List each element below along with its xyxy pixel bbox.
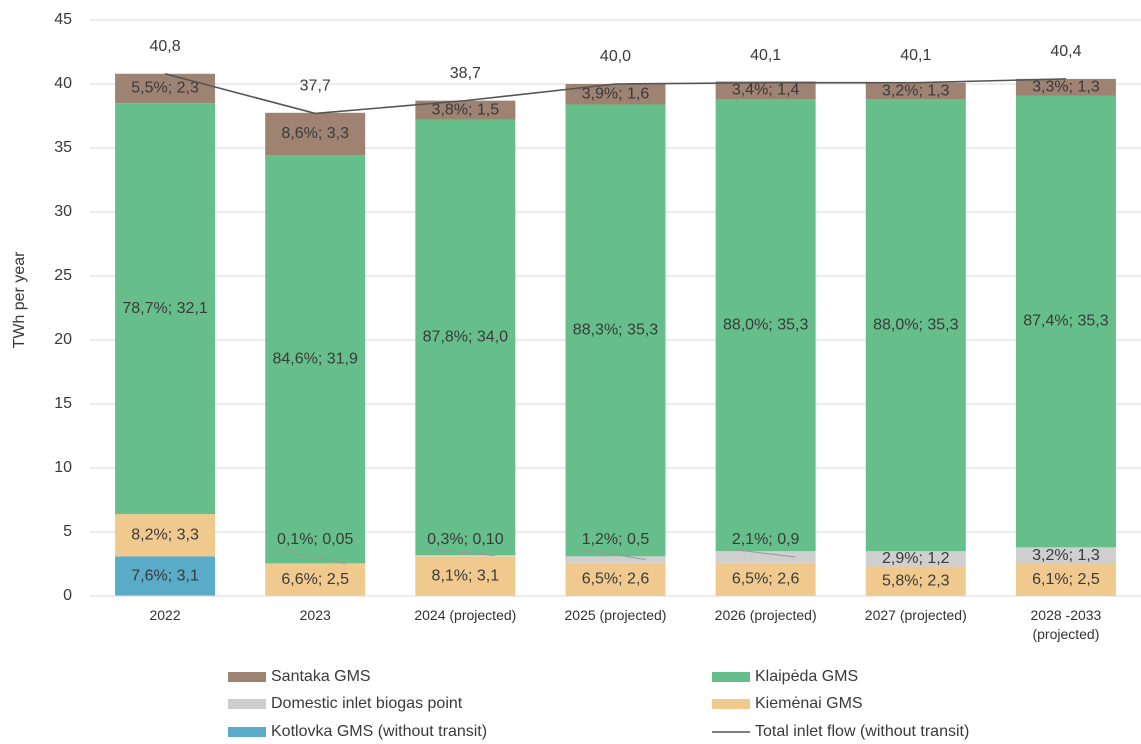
data-label: 3,2%; 1,3 [882, 82, 950, 99]
bar-segment [865, 99, 966, 552]
bar-segment [565, 104, 666, 557]
x-tick-label: 2023 [299, 607, 331, 623]
y-tick-label: 15 [54, 395, 72, 412]
bar-segment [415, 119, 516, 556]
data-label: 5,5%; 2,3 [131, 80, 199, 97]
legend-label: Santaka GMS [271, 668, 371, 685]
data-label: 0,1%; 0,05 [277, 531, 354, 548]
y-tick-label: 45 [54, 11, 72, 28]
x-tick-label: 2027 (projected) [864, 607, 967, 623]
legend-swatch [712, 699, 750, 709]
legend-label: Total inlet flow (without transit) [755, 723, 969, 740]
total-label: 38,7 [450, 65, 481, 82]
data-label: 87,4%; 35,3 [1023, 313, 1109, 330]
data-label: 6,5%; 2,6 [732, 571, 800, 588]
data-label: 88,0%; 35,3 [723, 316, 809, 333]
total-label: 40,0 [600, 48, 631, 65]
leader-line [725, 548, 796, 558]
y-tick-label: 5 [63, 523, 72, 540]
data-label: 3,3%; 1,3 [1032, 78, 1100, 95]
bar-segment [1015, 547, 1116, 564]
y-tick-label: 35 [54, 139, 72, 156]
total-label: 40,8 [150, 38, 181, 55]
data-label: 3,8%; 1,5 [432, 101, 500, 118]
data-label: 87,8%; 34,0 [423, 329, 509, 346]
bar-segment [415, 100, 516, 120]
data-label: 6,6%; 2,5 [281, 571, 349, 588]
bar-segment [715, 562, 816, 596]
total-label: 40,1 [900, 47, 931, 64]
bar-segment [865, 566, 966, 596]
bar-segment [1015, 95, 1116, 548]
bar-segment [415, 556, 516, 596]
bar-segment [865, 551, 966, 567]
total-line [164, 72, 1066, 115]
total-label: 40,4 [1050, 43, 1081, 60]
y-tick-label: 10 [54, 459, 72, 476]
data-label: 3,4%; 1,4 [732, 82, 800, 99]
x-tick-label: 2024 (projected) [414, 607, 517, 623]
data-label: 2,1%; 0,9 [732, 531, 800, 548]
total-label: 40,1 [750, 47, 781, 64]
bar-segment [265, 155, 366, 564]
bar-segment [715, 81, 816, 100]
data-label: 3,9%; 1,6 [582, 85, 650, 102]
bar-segment [415, 555, 516, 557]
x-tick-label: 2026 (projected) [714, 607, 817, 623]
y-tick-label: 40 [54, 75, 72, 92]
bar-segment [265, 564, 366, 596]
legend-label: Kiemėnai GMS [755, 695, 863, 712]
x-tick-label: 2022 [149, 607, 181, 623]
data-label: 3,2%; 1,3 [1032, 547, 1100, 564]
x-tick-label: 2028 -2033 (projected) [1030, 607, 1102, 642]
legend-swatch [228, 699, 266, 709]
data-label: 84,6%; 31,9 [273, 350, 359, 367]
data-label: 0,3%; 0,10 [427, 531, 504, 548]
data-label: 88,0%; 35,3 [873, 316, 959, 333]
bar-segment [265, 563, 366, 564]
bar-segment [715, 99, 816, 552]
y-tick-label: 30 [54, 203, 72, 220]
data-label: 5,8%; 2,3 [882, 572, 950, 589]
legend-swatch [228, 727, 266, 737]
data-label: 88,3%; 35,3 [573, 322, 659, 339]
legend-label: Klaipėda GMS [755, 668, 858, 685]
data-label: 1,2%; 0,5 [582, 531, 650, 548]
bar-segment [865, 82, 966, 100]
data-label: 7,6%; 3,1 [131, 567, 199, 584]
bar-segment [115, 556, 216, 596]
bar-segment [565, 84, 666, 105]
data-label: 6,1%; 2,5 [1032, 571, 1100, 588]
data-label: 78,7%; 32,1 [122, 300, 208, 317]
leader-line [575, 548, 646, 561]
bar-segment [265, 112, 366, 156]
bar-segment [565, 562, 666, 596]
bar-segment [115, 514, 216, 557]
legend-swatch [228, 672, 266, 682]
legend-swatch [712, 672, 750, 682]
data-label: 2,9%; 1,2 [882, 550, 950, 567]
data-label: 8,6%; 3,3 [281, 125, 349, 142]
y-tick-label: 20 [54, 331, 72, 348]
data-label: 6,5%; 2,6 [582, 571, 650, 588]
total-label: 37,7 [300, 78, 331, 95]
data-label: 8,1%; 3,1 [432, 567, 500, 584]
bar-segment [715, 551, 816, 563]
legend-label: Domestic inlet biogas point [271, 695, 463, 712]
bar-segment [565, 556, 666, 563]
bar-segment [1015, 78, 1116, 96]
bar-segment [115, 73, 216, 104]
data-label: 8,2%; 3,3 [131, 526, 199, 543]
bar-segment [115, 103, 216, 515]
leader-line [425, 548, 496, 557]
y-tick-label: 25 [54, 267, 72, 284]
bar-segment [1015, 564, 1116, 596]
y-tick-label: 0 [63, 587, 72, 604]
leader-line [275, 548, 346, 565]
y-axis-label: TWh per year [11, 251, 28, 349]
x-tick-label: 2025 (projected) [564, 607, 667, 623]
legend-label: Kotlovka GMS (without transit) [271, 723, 487, 740]
